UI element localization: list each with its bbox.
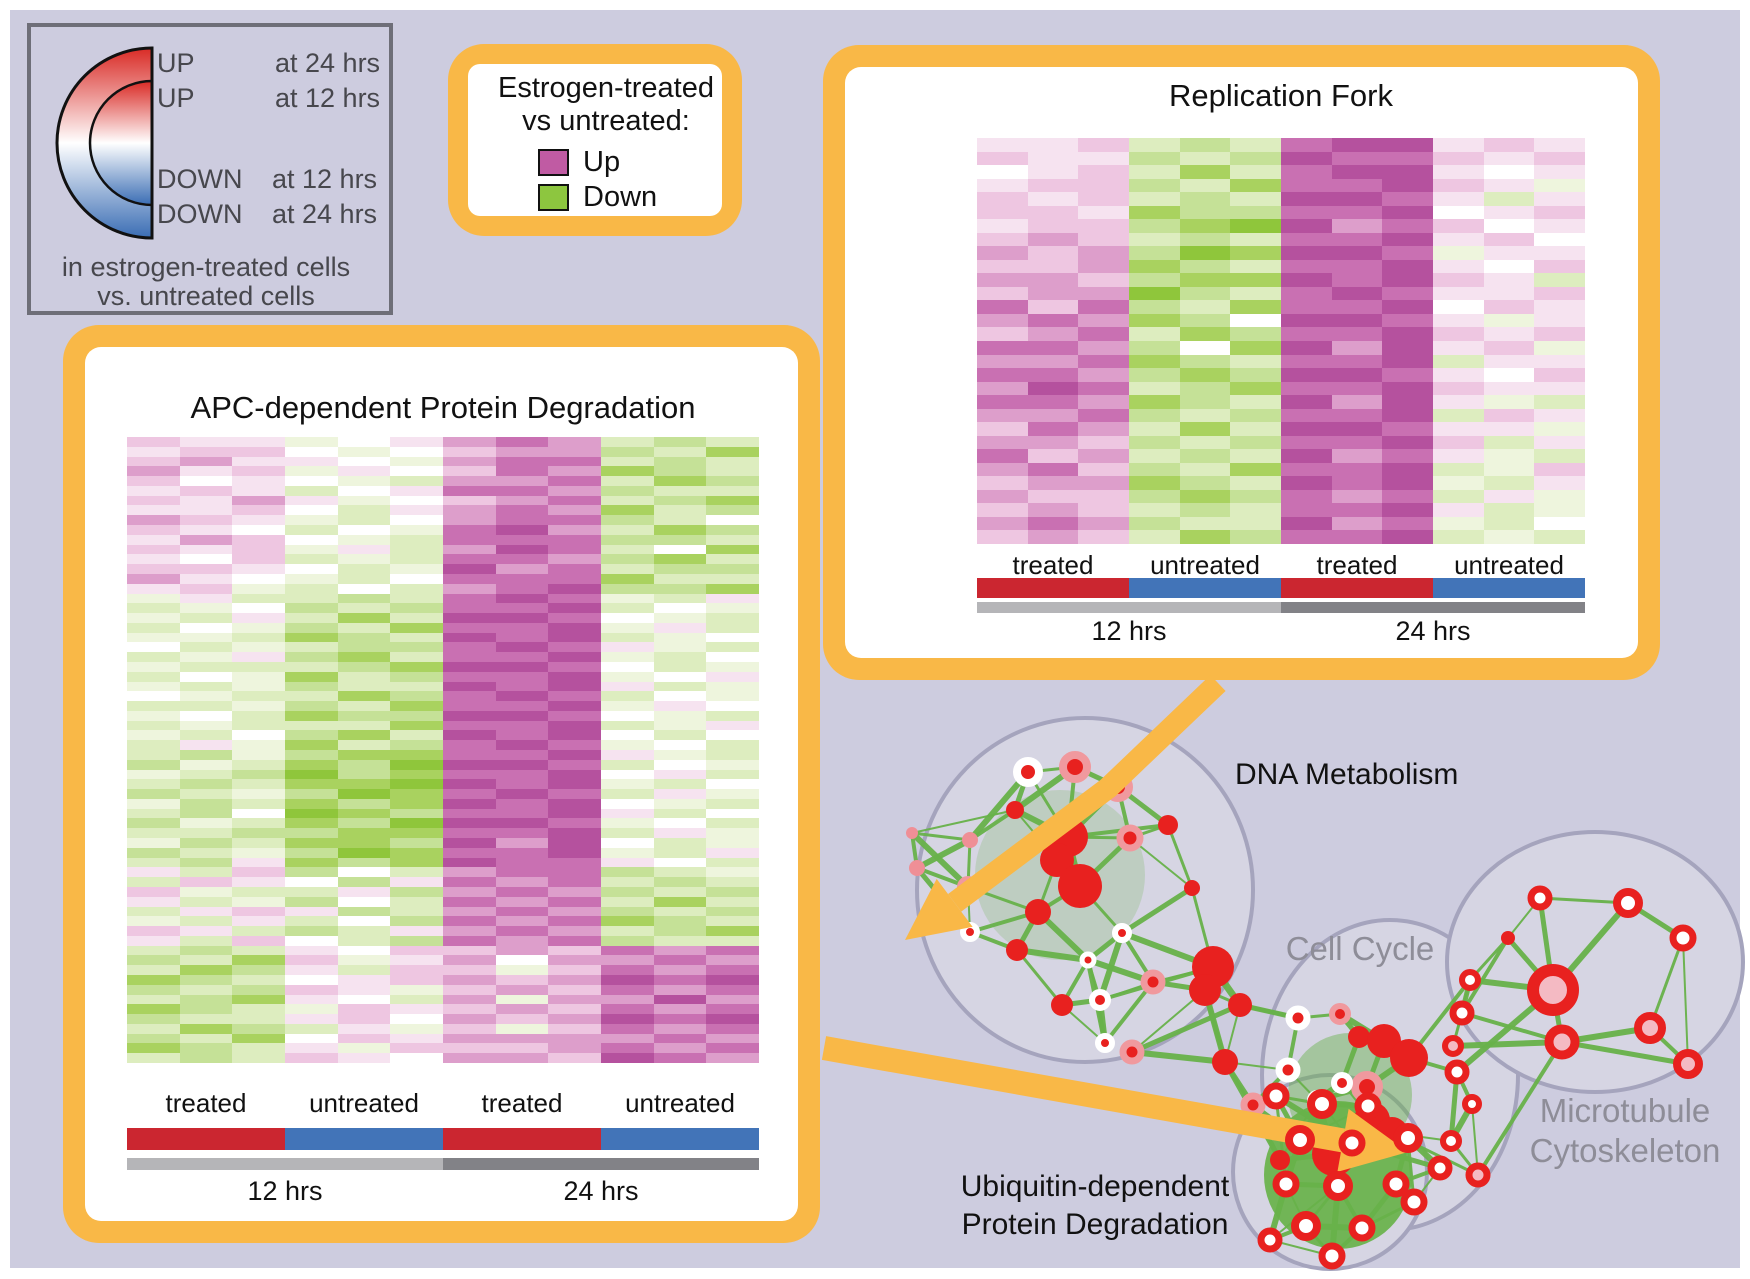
apc-treated-24-label: treated <box>481 1088 563 1118</box>
rf-treated-12-label: treated <box>1012 550 1094 580</box>
updown-legend-title-line1: Estrogen-treated <box>497 72 714 104</box>
rf-12hrs-label: 12 hrs <box>1091 616 1167 646</box>
ubiquitin-label-line2: Protein Degradation <box>961 1208 1229 1241</box>
rf-time-labels: 12 hrs 24 hrs <box>977 616 1585 647</box>
apc-group-labels: treated untreated treated untreated <box>127 1088 759 1119</box>
apc-time-labels: 12 hrs 24 hrs <box>127 1176 759 1207</box>
legend-item-up: Up <box>538 146 620 179</box>
apc-bar-24hrs <box>443 1158 759 1170</box>
legend-item-down: Down <box>538 181 657 214</box>
rf-bar-untreated-12 <box>1129 578 1281 598</box>
key-down-24-dir: DOWN <box>157 199 243 229</box>
apc-bar-untreated-12 <box>285 1128 443 1150</box>
updown-circles-icon <box>55 46 154 240</box>
key-up-24-time: at 24 hrs <box>275 48 381 78</box>
apc-heatmap <box>127 437 759 1063</box>
updown-legend-title-line2: vs untreated: <box>522 105 690 137</box>
apc-condition-bars <box>127 1128 759 1150</box>
key-down-24-time: at 24 hrs <box>272 199 378 229</box>
down-label: Down <box>583 181 658 213</box>
rf-bar-untreated-24 <box>1433 578 1585 598</box>
apc-bar-untreated-24 <box>601 1128 759 1150</box>
key-up-24-dir: UP <box>157 48 195 78</box>
key-down-12-time: at 12 hrs <box>272 164 378 194</box>
apc-treated-12-label: treated <box>165 1088 247 1118</box>
rf-title: Replication Fork <box>1169 78 1393 113</box>
rf-bar-24hrs <box>1281 602 1585 613</box>
updown-legend-box <box>448 44 742 236</box>
rf-heatmap <box>977 138 1585 544</box>
up-swatch-icon <box>538 149 569 176</box>
microtubule-label-line2: Cytoskeleton <box>1529 1132 1721 1169</box>
key-caption-line1: in estrogen-treated cells <box>61 252 351 282</box>
key-up-12-time: at 12 hrs <box>275 83 381 113</box>
apc-bar-treated-12 <box>127 1128 285 1150</box>
key-caption-line2: vs. untreated cells <box>97 281 315 311</box>
dna-metabolism-label: DNA Metabolism <box>1235 758 1459 791</box>
rf-24hrs-label: 24 hrs <box>1395 616 1471 646</box>
rf-treated-24-label: treated <box>1316 550 1398 580</box>
ubiquitin-label-line1: Ubiquitin-dependent <box>960 1170 1230 1203</box>
rf-untreated-24-label: untreated <box>1454 550 1564 580</box>
key-legend-box <box>27 23 393 315</box>
apc-bar-12hrs <box>127 1158 443 1170</box>
rf-bar-12hrs <box>977 602 1281 613</box>
rf-bar-treated-12 <box>977 578 1129 598</box>
rf-group-labels: treated untreated treated untreated <box>977 550 1585 581</box>
apc-untreated-12-label: untreated <box>309 1088 419 1118</box>
apc-time-bars <box>127 1158 759 1170</box>
apc-12hrs-label: 12 hrs <box>247 1176 323 1206</box>
key-down-12-dir: DOWN <box>157 164 243 194</box>
apc-24hrs-label: 24 hrs <box>563 1176 639 1206</box>
apc-untreated-24-label: untreated <box>625 1088 735 1118</box>
microtubule-label-line1: Microtubule <box>1539 1092 1711 1129</box>
rf-time-bars <box>977 602 1585 613</box>
cell-cycle-label: Cell Cycle <box>1285 930 1435 967</box>
down-swatch-icon <box>538 184 569 211</box>
up-label: Up <box>583 146 621 178</box>
apc-title: APC-dependent Protein Degradation <box>190 390 696 425</box>
key-up-12-dir: UP <box>157 83 195 113</box>
rf-condition-bars <box>977 578 1585 598</box>
rf-bar-treated-24 <box>1281 578 1433 598</box>
apc-bar-treated-24 <box>443 1128 601 1150</box>
rf-untreated-12-label: untreated <box>1150 550 1260 580</box>
